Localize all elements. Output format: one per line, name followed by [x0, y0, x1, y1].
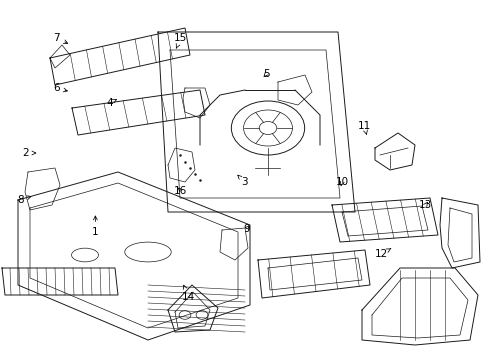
Text: 12: 12	[374, 249, 390, 259]
Text: 5: 5	[263, 69, 269, 79]
Text: 2: 2	[22, 148, 36, 158]
Text: 3: 3	[237, 175, 247, 187]
Text: 6: 6	[53, 83, 67, 93]
Text: 4: 4	[106, 98, 116, 108]
Text: 8: 8	[17, 195, 31, 205]
Text: 16: 16	[174, 186, 187, 196]
Text: 15: 15	[174, 33, 187, 48]
Text: 13: 13	[418, 200, 431, 210]
Text: 1: 1	[92, 216, 99, 237]
Text: 7: 7	[53, 33, 67, 44]
Text: 10: 10	[335, 177, 348, 187]
Text: 14: 14	[181, 285, 195, 302]
Text: 11: 11	[357, 121, 370, 134]
Text: 9: 9	[243, 224, 250, 234]
